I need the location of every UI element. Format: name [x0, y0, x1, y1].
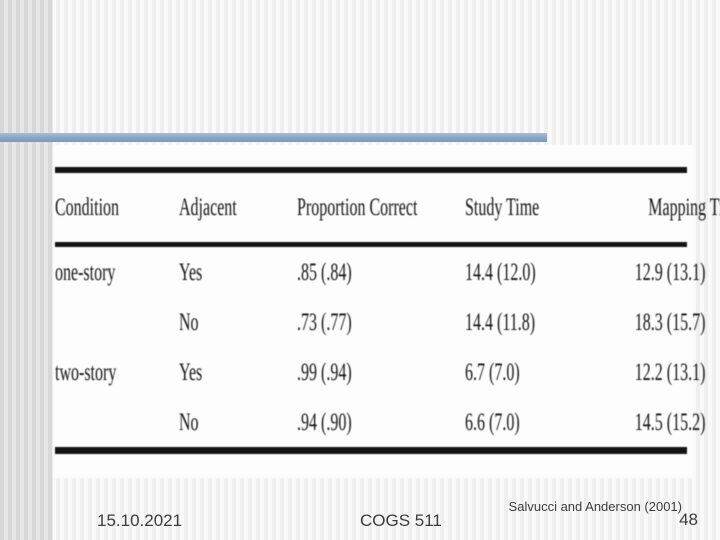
table-row: one-story Yes .85 (.84) 14.4 (12.0) 12.9…: [55, 245, 706, 298]
cell-study-time: 14.4 (12.0): [465, 245, 595, 298]
cell-mapping-time: 12.9 (13.1): [595, 245, 706, 298]
cell-condition-value: two-story: [55, 358, 117, 386]
cell-proportion-correct-value: .73 (.77): [297, 308, 352, 336]
col-header-condition-label: Condition: [55, 194, 120, 221]
cell-mapping-time: 12.2 (13.1): [595, 347, 706, 397]
cell-study-time-value: 14.4 (12.0): [465, 258, 536, 286]
cell-mapping-time-value: 12.9 (13.1): [634, 258, 706, 286]
cell-adjacent-value: No: [179, 308, 199, 336]
cell-proportion-correct-value: .99 (.94): [297, 358, 352, 386]
col-header-proportion-correct: Proportion Correct: [297, 167, 465, 247]
cell-adjacent: No: [179, 397, 297, 451]
cell-proportion-correct-value: .85 (.84): [297, 258, 352, 286]
cell-study-time: 6.6 (7.0): [465, 397, 595, 451]
cell-condition-value: one-story: [55, 258, 116, 286]
cell-mapping-time-value: 12.2 (13.1): [634, 358, 706, 386]
cell-proportion-correct-value: .94 (.90): [297, 408, 352, 436]
cell-proportion-correct: .94 (.90): [297, 397, 465, 451]
cell-adjacent-value: No: [179, 408, 199, 436]
table-header-row: Condition Adjacent Proportion Correct St…: [55, 167, 720, 247]
col-header-mapping-time: Mapping Time: [595, 167, 720, 247]
cell-mapping-time: 14.5 (15.2): [595, 397, 706, 451]
cell-study-time-value: 6.6 (7.0): [465, 408, 520, 436]
col-header-adjacent: Adjacent: [179, 167, 297, 247]
cell-mapping-time: 18.3 (15.7): [595, 297, 706, 347]
col-header-adjacent-label: Adjacent: [179, 194, 237, 221]
table-row: No .73 (.77) 14.4 (11.8) 18.3 (15.7): [55, 297, 706, 347]
col-header-proportion-correct-label: Proportion Correct: [297, 194, 418, 221]
cell-study-time-value: 6.7 (7.0): [465, 358, 520, 386]
cell-condition: [55, 397, 179, 451]
accent-divider-line: [0, 133, 547, 142]
col-header-study-time: Study Time: [465, 167, 595, 247]
cell-proportion-correct: .99 (.94): [297, 347, 465, 397]
cell-study-time: 6.7 (7.0): [465, 347, 595, 397]
footer-course-code: COGS 511: [360, 511, 442, 530]
footer-citation: Salvucci and Anderson (2001): [508, 499, 682, 514]
cell-proportion-correct: .73 (.77): [297, 297, 465, 347]
results-table: Condition Adjacent Proportion Correct St…: [55, 167, 720, 454]
footer-date: 15.10.2021: [97, 511, 183, 530]
left-stripe-rail: [0, 0, 53, 540]
cell-proportion-correct: .85 (.84): [297, 245, 465, 298]
cell-mapping-time-value: 14.5 (15.2): [634, 408, 706, 436]
cell-adjacent: No: [179, 297, 297, 347]
col-header-study-time-label: Study Time: [465, 194, 540, 221]
col-header-mapping-time-label: Mapping Time: [648, 194, 720, 221]
cell-condition: two-story: [55, 347, 179, 397]
cell-condition: one-story: [55, 245, 179, 298]
cell-condition: [55, 297, 179, 347]
cell-mapping-time-value: 18.3 (15.7): [634, 308, 706, 336]
cell-adjacent: Yes: [179, 245, 297, 298]
cell-adjacent-value: Yes: [179, 258, 203, 286]
cell-adjacent: Yes: [179, 347, 297, 397]
cell-study-time: 14.4 (11.8): [465, 297, 595, 347]
table-row: No .94 (.90) 6.6 (7.0) 14.5 (15.2): [55, 397, 706, 451]
paper-table-image: Condition Adjacent Proportion Correct St…: [53, 145, 720, 478]
col-header-condition: Condition: [55, 167, 179, 247]
cell-study-time-value: 14.4 (11.8): [465, 308, 536, 336]
slide-number: 48: [679, 510, 698, 529]
cell-adjacent-value: Yes: [179, 358, 203, 386]
table-row: two-story Yes .99 (.94) 6.7 (7.0) 12.2 (…: [55, 347, 706, 397]
